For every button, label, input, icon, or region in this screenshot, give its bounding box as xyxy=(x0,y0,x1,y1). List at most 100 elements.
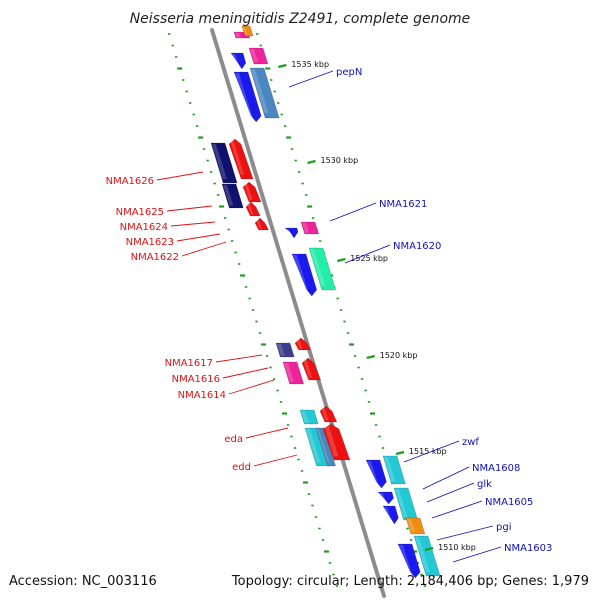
gene-block-nma1603-shine xyxy=(415,537,430,572)
gene-label-forward: NMA1605 xyxy=(485,497,533,508)
label-line xyxy=(170,221,216,227)
gene-block-eda-shine xyxy=(324,425,339,457)
gene-label-forward: NMA1620 xyxy=(393,241,441,252)
label-line xyxy=(426,482,475,503)
accession-text: Accession: NC_003116 xyxy=(9,574,157,589)
map-title: Neisseria meningitidis Z2491, complete g… xyxy=(130,11,471,27)
label-line xyxy=(422,466,470,490)
gene-block-pepn-shine xyxy=(235,73,253,117)
gene-label-forward: pepN xyxy=(336,67,362,78)
gene-label-reverse: NMA1623 xyxy=(126,237,174,248)
gene-block-cyan-a-shine xyxy=(301,411,309,423)
ruler-label: 1535 kbp xyxy=(291,60,329,69)
gene-label-forward: NMA1603 xyxy=(504,543,552,554)
feature-blocks xyxy=(210,25,441,579)
gene-block-red-c-shine xyxy=(296,339,303,349)
gene-block-nma1605-shine xyxy=(395,489,408,517)
gene-block-pgi-shine xyxy=(407,519,416,533)
gene-label-reverse: NMA1622 xyxy=(131,252,179,263)
gene-block-nma1617-shine xyxy=(277,344,285,356)
gene-block-pgi xyxy=(405,517,426,535)
gene-label-forward: NMA1608 xyxy=(472,463,520,474)
gene-block-edd-shine xyxy=(306,429,321,463)
gene-block-zwf-shine xyxy=(384,457,396,482)
gene-block-nma1616-shine xyxy=(284,363,294,382)
gene-block-nma1626 xyxy=(210,142,238,184)
gene-block-cyan-a xyxy=(299,409,319,425)
label-line xyxy=(176,233,221,242)
label-line xyxy=(181,241,227,257)
gene-block-zwf-a-shine xyxy=(367,461,379,486)
ruler-tick xyxy=(395,450,405,456)
label-line xyxy=(288,70,334,88)
gene-label-reverse: NMA1616 xyxy=(172,374,220,385)
gene-block-nma1625-shine xyxy=(223,185,234,206)
label-line xyxy=(215,354,263,363)
gene-block-red-d-shine xyxy=(321,407,329,421)
ruler-tick xyxy=(307,159,316,165)
gene-block-nma1621a xyxy=(284,227,299,239)
label-line xyxy=(245,427,289,439)
gene-block-nma1620 xyxy=(308,247,337,291)
gene-block-nma1608-shine xyxy=(379,493,387,503)
gene-block-pepn-a xyxy=(230,52,247,70)
gene-label-reverse: NMA1624 xyxy=(120,222,168,233)
ruler-label: 1530 kbp xyxy=(321,156,359,165)
gene-block-nma1625 xyxy=(221,183,244,209)
gene-block-red-a xyxy=(228,138,254,180)
gene-block-red-b-shine xyxy=(244,183,253,200)
ruler-label: 1525 kbp xyxy=(350,254,388,263)
gene-label-reverse: eda xyxy=(224,434,243,445)
ruler-tick xyxy=(366,354,376,360)
gene-label-forward: glk xyxy=(477,479,492,490)
ruler-tick xyxy=(278,63,287,69)
gene-block-nma1622 xyxy=(254,217,269,231)
gene-block-magenta-a xyxy=(248,47,269,65)
gene-block-nma1617 xyxy=(275,342,295,358)
gene-label-forward: NMA1621 xyxy=(379,199,427,210)
gene-block-red-d xyxy=(319,405,338,423)
backbone-line xyxy=(210,28,386,598)
gene-block-nma1608 xyxy=(377,491,394,505)
gene-block-steel-b xyxy=(249,67,280,119)
gene-block-glk xyxy=(382,505,399,525)
gene-labels: NMA1626 NMA1625 NMA1624 NMA1623 NMA1622 NMA16… xyxy=(106,67,552,563)
gene-block-nma1624 xyxy=(245,201,261,217)
topology-text: Topology: circular; Length: 2,184,406 bp… xyxy=(231,574,589,589)
gene-label-forward: zwf xyxy=(462,437,479,448)
gene-block-top-b xyxy=(241,25,254,37)
gene-block-steel-shine xyxy=(317,429,330,463)
label-line xyxy=(156,171,204,181)
gene-block-nma1620a-shine xyxy=(293,255,309,292)
label-line xyxy=(222,367,269,379)
label-line xyxy=(344,244,391,264)
ruler-label: 1510 kbp xyxy=(438,543,476,552)
tick-rows xyxy=(168,33,427,587)
gene-label-reverse: NMA1625 xyxy=(116,207,164,218)
label-line xyxy=(431,500,483,519)
gene-block-nma1624-shine xyxy=(247,203,254,215)
gene-block-top-a-shine xyxy=(235,33,241,38)
gene-block-eda xyxy=(322,423,351,461)
gene-block-pepn-a-shine xyxy=(232,54,240,68)
gene-block-nma1603 xyxy=(413,535,441,577)
gene-block-nma1620-shine xyxy=(310,249,326,286)
ruler-tick xyxy=(337,257,346,263)
gene-block-nma1621a-shine xyxy=(286,229,292,237)
gene-block-nma1614-shine xyxy=(303,359,313,378)
gene-block-steel-b-shine xyxy=(251,69,269,113)
gene-block-nma1621-shine xyxy=(302,223,310,233)
gene-block-magenta-a-shine xyxy=(250,49,259,63)
gene-block-nma1620a xyxy=(291,253,317,297)
label-line xyxy=(253,454,298,467)
gene-label-reverse: edd xyxy=(232,462,251,473)
gene-label-forward: pgi xyxy=(496,522,511,533)
gene-block-red-a-shine xyxy=(230,140,245,175)
gene-block-nma1616 xyxy=(282,361,304,385)
gene-block-glk-shine xyxy=(384,507,393,523)
gene-block-pepn xyxy=(233,71,262,123)
label-line xyxy=(403,440,460,463)
ruler-labels: 1535 kbp 1530 kbp 1525 kbp 1520 kbp 1515 kbp… xyxy=(278,60,476,552)
label-line xyxy=(452,546,502,563)
